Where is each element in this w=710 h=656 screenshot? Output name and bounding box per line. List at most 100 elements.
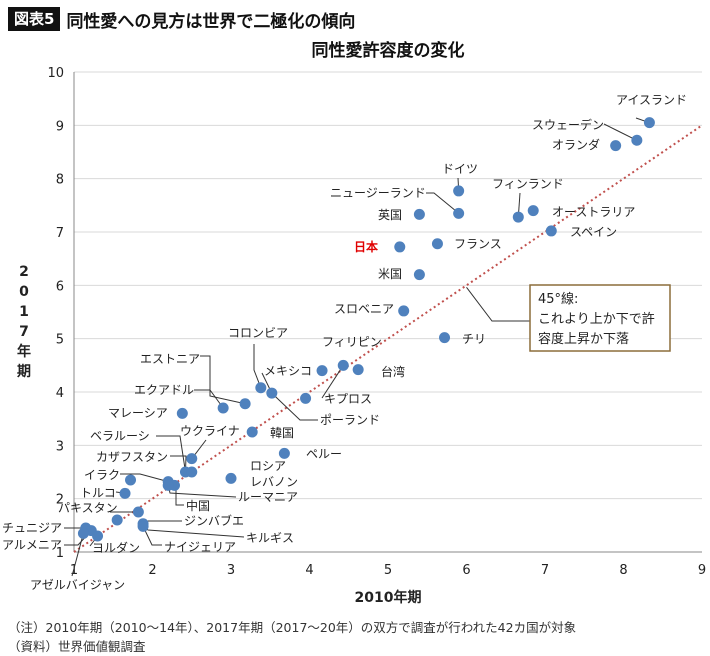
footnote-source: （資料）世界価値観調査	[8, 639, 146, 654]
data-point	[255, 382, 267, 394]
point-label: ロシア	[250, 459, 286, 473]
y-tick-label: 5	[56, 333, 64, 348]
point-label: オーストラリア	[552, 205, 635, 219]
point-label: フィリピン	[322, 335, 382, 349]
point-label: ベラルーシ	[90, 429, 150, 443]
leader-line	[156, 435, 186, 473]
point-label: ジンバブエ	[184, 513, 244, 528]
y-tick-label: 2	[56, 493, 64, 508]
y-tick-label: 7	[56, 226, 64, 241]
chart-title: 同性愛許容度の変化	[312, 40, 465, 61]
data-point	[453, 185, 465, 197]
point-label: 米国	[378, 267, 402, 281]
point-label: ナイジェリア	[164, 540, 236, 554]
annotation-box	[529, 284, 671, 352]
data-point	[239, 398, 251, 410]
figure-title: 同性愛への見方は世界で二極化の傾向	[66, 11, 356, 32]
point-label: トルコ	[80, 486, 116, 500]
data-point	[413, 269, 425, 281]
data-point	[225, 472, 237, 484]
data-point	[431, 238, 443, 250]
x-tick-label: 8	[619, 563, 627, 578]
y-tick-label: 6	[56, 279, 64, 294]
point-label: 中国	[186, 498, 210, 513]
data-point	[162, 479, 174, 491]
point-label: ヨルダン	[92, 540, 140, 555]
leader-line	[194, 389, 224, 409]
point-label: ニュージーランド	[330, 186, 426, 200]
point-label: 台湾	[381, 364, 405, 379]
data-point	[413, 208, 425, 220]
point-label: レバノン	[250, 475, 298, 489]
point-label: エクアドル	[134, 383, 194, 397]
y-tick-label: 10	[47, 66, 64, 81]
y-tick-label: 9	[56, 119, 64, 134]
point-label: 日本	[354, 239, 378, 254]
data-point	[439, 332, 451, 344]
point-label: フィンランド	[492, 177, 564, 191]
point-label: コロンビア	[228, 326, 288, 340]
data-point	[111, 514, 123, 526]
data-point	[316, 365, 328, 377]
x-tick-label: 7	[541, 563, 549, 578]
point-label: アイスランド	[616, 93, 687, 107]
scatter-chart: 同性愛許容度の変化 1 2 3 4 5 6 7 8 9 10 1 2 3 4 5 6 7 8 9 2010年期 2 0 1 7 年…	[2, 40, 706, 606]
data-point	[266, 387, 278, 399]
point-label: イラク	[84, 468, 120, 482]
data-point	[394, 241, 406, 253]
point-label: 英国	[378, 208, 402, 222]
point-label: キプロス	[324, 392, 372, 406]
point-label: メキシコ	[264, 364, 312, 378]
y-tick-label: 3	[56, 439, 64, 454]
reference-line-45	[73, 124, 703, 553]
data-point	[337, 359, 349, 371]
point-label: スロベニア	[334, 302, 394, 316]
data-point	[278, 447, 290, 459]
data-point	[217, 402, 229, 414]
data-point	[643, 117, 655, 129]
annotation-text: これより上か下で許	[538, 312, 655, 327]
annotation-text: 容度上昇か下落	[538, 331, 629, 347]
annotation-leader	[466, 287, 530, 322]
point-label: マレーシア	[108, 406, 168, 420]
data-point	[119, 487, 131, 499]
x-tick-label: 4	[305, 563, 313, 578]
leader-line	[142, 520, 182, 525]
point-label: ポーランド	[320, 413, 380, 427]
x-tick-label: 9	[698, 563, 706, 578]
data-point	[300, 392, 312, 404]
point-label: ドイツ	[442, 162, 478, 176]
x-axis-title: 2010年期	[355, 589, 422, 606]
data-point	[631, 134, 643, 146]
point-label: チリ	[462, 332, 486, 346]
data-point	[77, 527, 89, 539]
data-point	[527, 205, 539, 217]
point-label: パキスタン	[58, 501, 118, 515]
y-tick-label: 4	[56, 386, 64, 401]
data-point	[246, 426, 258, 438]
x-tick-label: 5	[384, 563, 392, 578]
leader-line	[200, 355, 246, 405]
data-point	[125, 474, 137, 486]
data-point	[176, 407, 188, 419]
x-tick-label: 3	[227, 563, 235, 578]
point-label: アルメニア	[2, 538, 62, 552]
annotation-text: 45°線:	[538, 291, 578, 307]
data-point	[512, 211, 524, 223]
y-tick-label: 8	[56, 173, 64, 188]
x-tick-label: 1	[70, 563, 78, 578]
figure-header: 図表5 同性愛への見方は世界で二極化の傾向	[8, 6, 355, 32]
leader-line	[120, 473, 169, 483]
leader-line	[253, 344, 262, 388]
data-point	[352, 364, 364, 376]
point-label: ペルー	[306, 447, 342, 461]
point-label: キルギス	[246, 531, 294, 545]
point-label: アゼルバイジャン	[30, 578, 125, 592]
footnote-note: （注）2010年期（2010〜14年）、2017年期（2017〜20年）の双方で…	[8, 620, 577, 635]
data-point	[610, 140, 622, 152]
data-point	[137, 520, 149, 532]
data-point	[545, 225, 557, 237]
x-tick-label: 2	[148, 563, 156, 578]
figure-number: 図表5	[8, 7, 61, 31]
point-label: ルーマニア	[238, 490, 298, 504]
